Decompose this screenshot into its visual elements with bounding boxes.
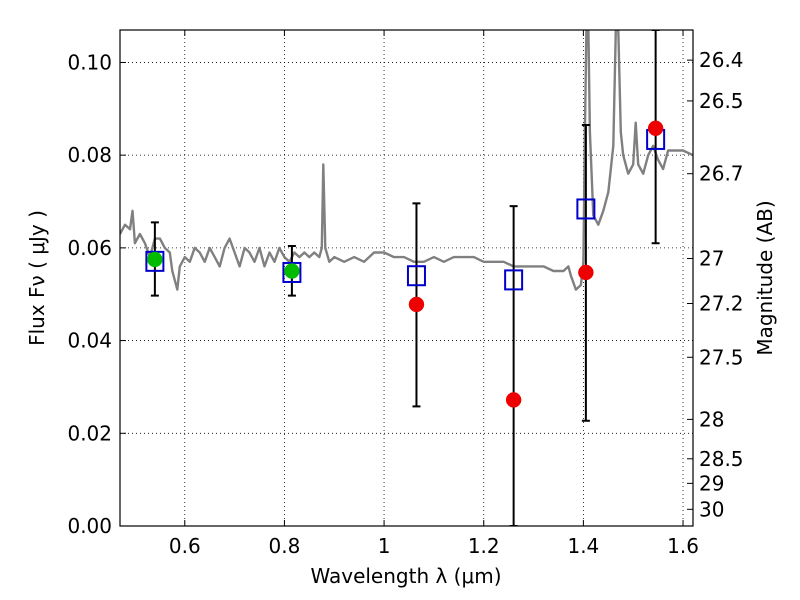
x-tick-label: 1: [378, 534, 391, 558]
magnitude-tick-label: 30: [699, 497, 724, 521]
spectrum-layer: [120, 30, 693, 291]
y-tick-label: 0.06: [67, 236, 112, 260]
model-photometry-square: [406, 265, 426, 287]
ticks-layer: 0.6 0.8 1 1.2 1.4 1.6 0.00 0.02 0.04 0.06 0.08 0.10…: [67, 30, 744, 558]
magnitude-tick-label: 28.5: [699, 447, 744, 471]
x-tick-label: 1.2: [468, 534, 500, 558]
magnitude-tick-label: 27: [699, 247, 724, 271]
spectrum-line: [120, 30, 693, 291]
magnitude-tick-label: 26.4: [699, 48, 744, 72]
green-detection-point: [284, 263, 300, 279]
magnitude-tick-label: 29: [699, 471, 724, 495]
x-tick-label: 1.4: [567, 534, 599, 558]
x-tick-label: 0.6: [169, 534, 201, 558]
y-tick-label: 0.02: [67, 421, 112, 445]
model-photometry-square: [576, 198, 596, 220]
x-axis-label: Wavelength λ (μm): [310, 564, 501, 588]
green-detection-point: [147, 251, 163, 268]
plot-data-layer: [120, 30, 693, 526]
measurement-layer: [147, 120, 664, 408]
red-measurement-point: [505, 392, 522, 408]
red-measurement-point: [647, 120, 664, 137]
magnitude-tick-label: 27.2: [699, 291, 744, 315]
plot-frame: [119, 29, 694, 527]
magnitude-tick-label: 27.5: [699, 345, 744, 369]
y-tick-label: 0.10: [67, 50, 112, 74]
red-measurement-point: [408, 296, 425, 313]
y-tick-label: 0.00: [67, 514, 112, 538]
magnitude-tick-label: 28: [699, 407, 724, 431]
x-tick-label: 1.6: [667, 534, 699, 558]
model-photometry-square: [504, 269, 524, 291]
y-tick-label: 0.04: [67, 329, 112, 353]
magnitude-tick-label: 26.7: [699, 162, 744, 186]
y-tick-label: 0.08: [67, 143, 112, 167]
x-tick-label: 0.8: [269, 534, 301, 558]
y-axis-label: Flux Fν ( μJy ): [25, 210, 49, 346]
right-axis-label: Magnitude (AB): [753, 200, 777, 355]
model-photometry-square: [282, 261, 302, 283]
red-measurement-point: [578, 264, 594, 281]
magnitude-tick-label: 26.5: [699, 89, 744, 113]
